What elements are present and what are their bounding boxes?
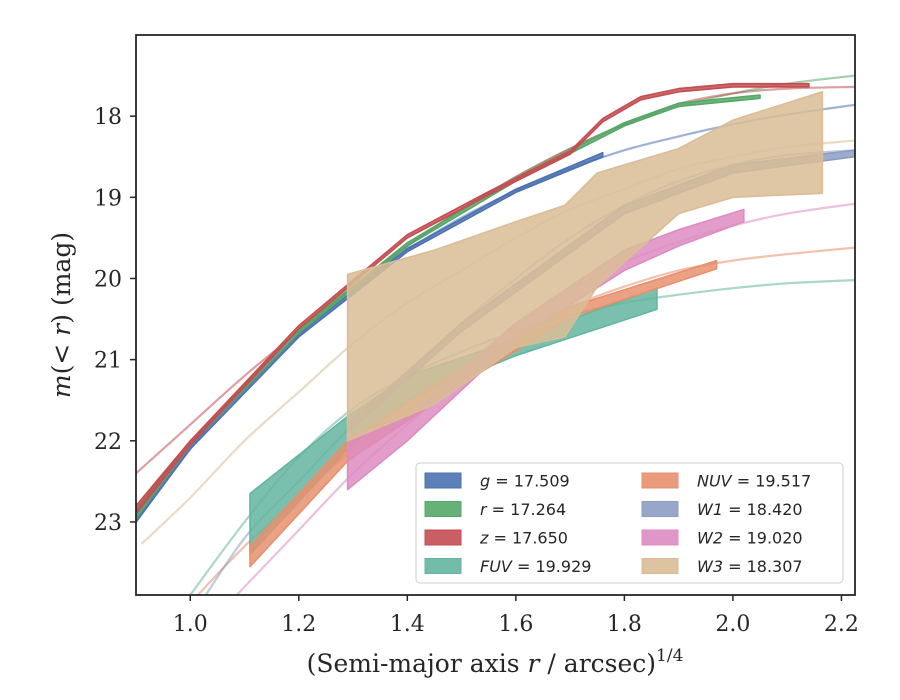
x-ticks: 1.0 1.2 1.4 1.6 1.8 2.0 2.2 bbox=[173, 595, 859, 637]
legend-swatch-fuv bbox=[424, 558, 462, 574]
band-z bbox=[136, 82, 810, 515]
legend-label-z: z = 17.650 bbox=[479, 529, 568, 548]
legend-swatch-nuv bbox=[641, 472, 679, 489]
legend-label-w3: W3 = 18.307 bbox=[697, 557, 803, 576]
x-tick-label: 1.2 bbox=[281, 612, 316, 637]
legend-label-fuv: FUV = 19.929 bbox=[480, 557, 591, 576]
legend-label-w1: W1 = 18.420 bbox=[697, 500, 803, 519]
legend-swatch-w2 bbox=[641, 529, 679, 546]
y-tick-label: 19 bbox=[94, 186, 122, 211]
legend-label-nuv: NUV = 19.517 bbox=[697, 472, 811, 491]
data-bands bbox=[136, 82, 855, 568]
legend-swatch-w1 bbox=[641, 501, 679, 517]
legend-swatch-r bbox=[424, 501, 462, 517]
legend-label-w2: W2 = 19.020 bbox=[697, 529, 803, 548]
y-tick-label: 22 bbox=[94, 430, 122, 455]
x-tick-label: 1.4 bbox=[390, 612, 425, 637]
x-tick-label: 2.2 bbox=[824, 612, 859, 637]
y-ticks: 18 19 20 21 22 23 bbox=[94, 105, 136, 536]
y-tick-label: 23 bbox=[94, 511, 122, 536]
legend: g = 17.509 r = 17.264 z = 17.650 FUV = 19.9… bbox=[415, 462, 844, 584]
legend-swatch-w3 bbox=[641, 558, 679, 574]
x-axis-label: (Semi-major axis r / arcsec)1/4 bbox=[307, 646, 684, 678]
y-tick-label: 20 bbox=[94, 267, 122, 292]
y-tick-label: 18 bbox=[94, 105, 122, 130]
legend-label-r: r = 17.264 bbox=[480, 500, 566, 519]
legend-frame bbox=[415, 462, 844, 584]
y-tick-label: 21 bbox=[94, 349, 122, 374]
x-tick-label: 2.0 bbox=[715, 612, 750, 637]
band-w3 bbox=[346, 91, 824, 442]
plot-frame bbox=[135, 34, 856, 596]
x-tick-label: 1.0 bbox=[173, 612, 208, 637]
x-tick-label: 1.6 bbox=[498, 612, 533, 637]
y-axis-label: m(< r) (mag) bbox=[47, 232, 76, 398]
x-tick-label: 1.8 bbox=[607, 612, 642, 637]
legend-swatch-g bbox=[424, 472, 462, 489]
legend-swatch-z bbox=[424, 529, 462, 546]
legend-label-g: g = 17.509 bbox=[480, 472, 570, 491]
